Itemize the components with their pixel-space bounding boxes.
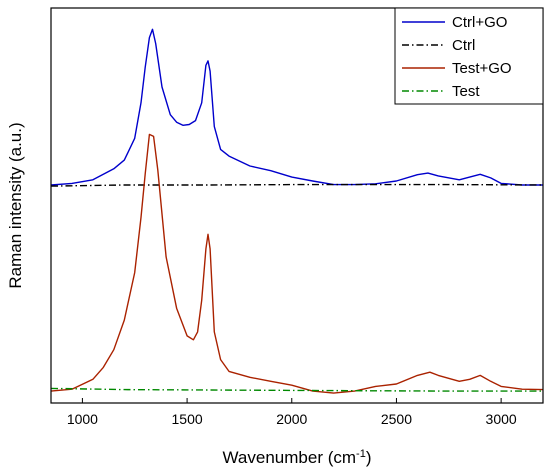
legend-label-0: Ctrl+GO bbox=[452, 14, 507, 31]
series-line-1 bbox=[50, 183, 544, 187]
x-tick-label: 3000 bbox=[486, 411, 517, 427]
x-axis-label-main: Wavenumber (cm bbox=[223, 448, 357, 467]
y-axis-label: Raman intensity (a.u.) bbox=[6, 122, 25, 288]
plot-series-group bbox=[50, 28, 544, 394]
legend: Ctrl+GO Ctrl Test+GO Test bbox=[394, 7, 544, 105]
x-ticks-group: 1000 1500 2000 2500 3000 bbox=[67, 398, 517, 427]
series-line-0 bbox=[50, 28, 543, 186]
legend-label-2: Test+GO bbox=[452, 60, 512, 77]
x-tick-label: 1500 bbox=[172, 411, 203, 427]
plot-frame bbox=[50, 7, 544, 404]
legend-label-3: Test bbox=[452, 83, 480, 100]
series-line-2 bbox=[50, 133, 544, 394]
x-axis-label-tail: ) bbox=[366, 448, 372, 467]
x-axis-label: Wavenumber (cm-1) bbox=[223, 448, 372, 467]
x-axis-label-superscript: -1 bbox=[356, 448, 366, 460]
x-tick-label: 2500 bbox=[381, 411, 412, 427]
legend-box bbox=[394, 7, 544, 105]
series-line-3 bbox=[50, 387, 543, 392]
x-tick-label: 1000 bbox=[67, 411, 98, 427]
x-tick-label: 2000 bbox=[276, 411, 307, 427]
legend-label-1: Ctrl bbox=[452, 37, 475, 54]
